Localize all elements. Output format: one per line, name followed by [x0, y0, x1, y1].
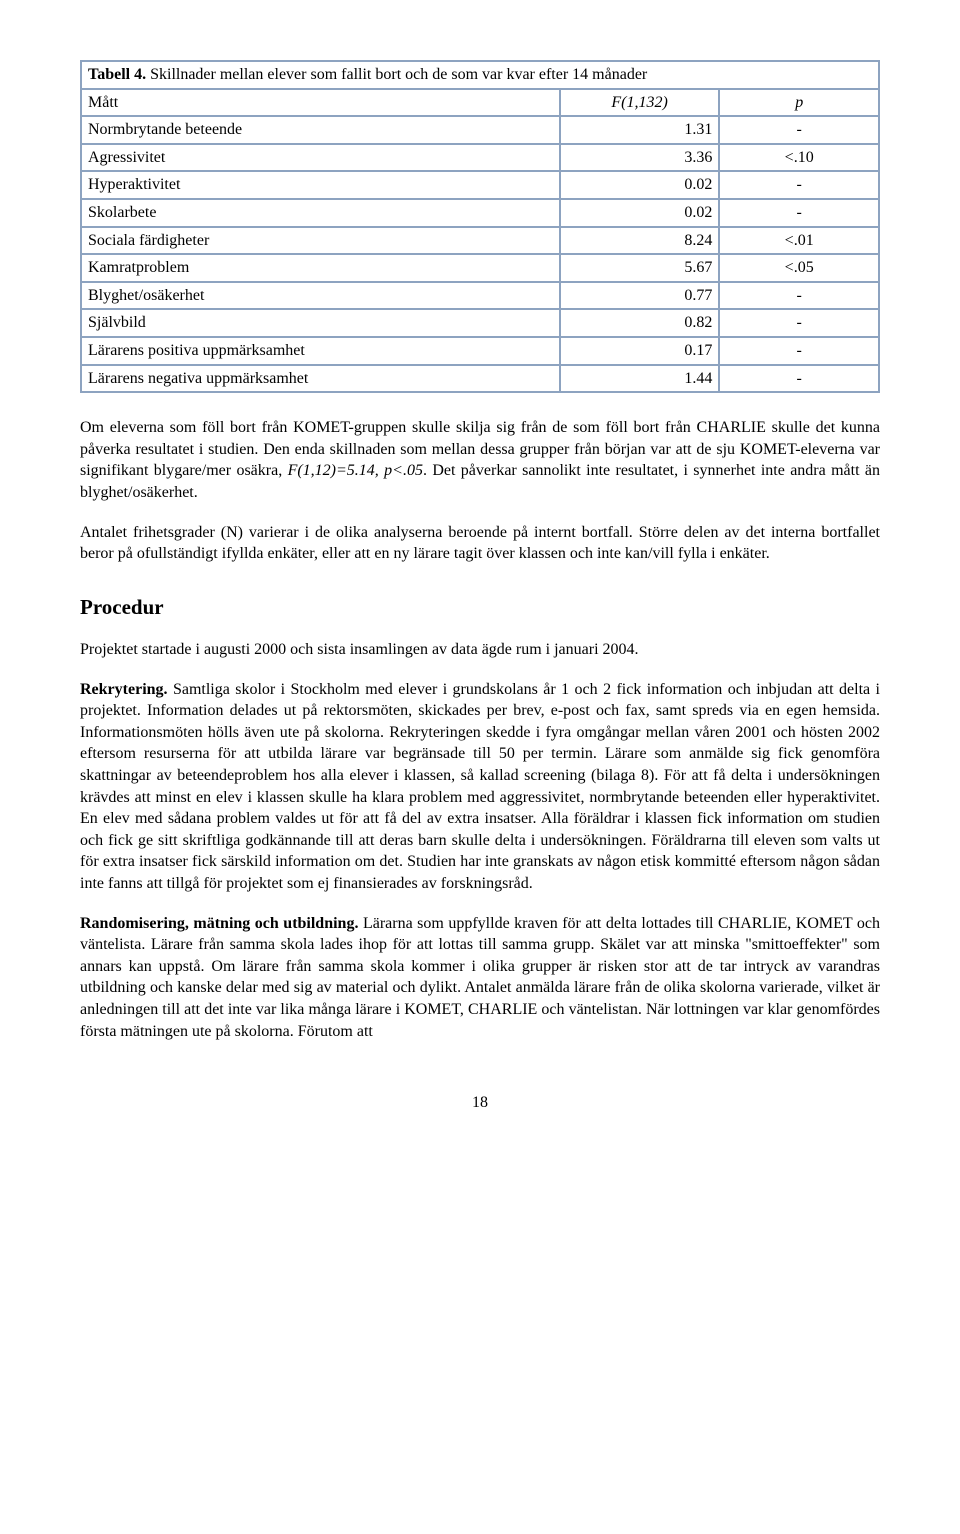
- cell-p: -: [719, 171, 879, 199]
- paragraph-recruitment: Rekrytering. Samtliga skolor i Stockholm…: [80, 679, 880, 895]
- para5-body: Lärarna som uppfyllde kraven för att del…: [80, 915, 880, 1040]
- heading-procedure: Procedur: [80, 593, 880, 621]
- table-caption: Tabell 4. Skillnader mellan elever som f…: [81, 61, 879, 89]
- table-caption-text: Skillnader mellan elever som fallit bort…: [146, 66, 647, 83]
- cell-f: 1.44: [560, 365, 720, 393]
- cell-f: 0.17: [560, 337, 720, 365]
- col-header-p: p: [719, 89, 879, 117]
- cell-p: -: [719, 337, 879, 365]
- cell-f: 1.31: [560, 116, 720, 144]
- cell-label: Blyghet/osäkerhet: [81, 282, 560, 310]
- para4-body: Samtliga skolor i Stockholm med elever i…: [80, 681, 880, 892]
- paragraph-project-dates: Projektet startade i augusti 2000 och si…: [80, 639, 880, 661]
- paragraph-degrees-of-freedom: Antalet frihetsgrader (N) varierar i de …: [80, 522, 880, 565]
- cell-p: -: [719, 199, 879, 227]
- cell-p: <.05: [719, 254, 879, 282]
- paragraph-randomization: Randomisering, mätning och utbildning. L…: [80, 913, 880, 1043]
- para1-statistic: F(1,12)=5.14, p<.05: [288, 462, 423, 479]
- col-header-measure: Mått: [81, 89, 560, 117]
- cell-label: Lärarens positiva uppmärksamhet: [81, 337, 560, 365]
- table-row: Kamratproblem5.67<.05: [81, 254, 879, 282]
- cell-p: -: [719, 116, 879, 144]
- table-row: Lärarens positiva uppmärksamhet0.17-: [81, 337, 879, 365]
- cell-label: Självbild: [81, 309, 560, 337]
- cell-f: 0.02: [560, 199, 720, 227]
- cell-p: -: [719, 282, 879, 310]
- cell-p: <.10: [719, 144, 879, 172]
- table-row: Skolarbete0.02-: [81, 199, 879, 227]
- cell-f: 8.24: [560, 227, 720, 255]
- table-row: Lärarens negativa uppmärksamhet1.44-: [81, 365, 879, 393]
- cell-label: Agressivitet: [81, 144, 560, 172]
- cell-label: Normbrytande beteende: [81, 116, 560, 144]
- table-row: Normbrytande beteende1.31-: [81, 116, 879, 144]
- cell-f: 5.67: [560, 254, 720, 282]
- dropout-comparison-table: Tabell 4. Skillnader mellan elever som f…: [80, 60, 880, 393]
- cell-label: Sociala färdigheter: [81, 227, 560, 255]
- table-row: Hyperaktivitet0.02-: [81, 171, 879, 199]
- cell-label: Lärarens negativa uppmärksamhet: [81, 365, 560, 393]
- table-header-row: Mått F(1,132) p: [81, 89, 879, 117]
- table-caption-label: Tabell 4.: [88, 66, 146, 83]
- cell-label: Hyperaktivitet: [81, 171, 560, 199]
- cell-label: Skolarbete: [81, 199, 560, 227]
- table-row: Sociala färdigheter8.24<.01: [81, 227, 879, 255]
- cell-p: -: [719, 365, 879, 393]
- cell-p: <.01: [719, 227, 879, 255]
- cell-p: -: [719, 309, 879, 337]
- table-row: Agressivitet3.36<.10: [81, 144, 879, 172]
- cell-label: Kamratproblem: [81, 254, 560, 282]
- run-in-recruitment: Rekrytering.: [80, 681, 168, 698]
- run-in-randomization: Randomisering, mätning och utbildning.: [80, 915, 358, 932]
- cell-f: 0.82: [560, 309, 720, 337]
- page-number: 18: [80, 1092, 880, 1114]
- paragraph-dropout-analysis: Om eleverna som föll bort från KOMET-gru…: [80, 417, 880, 503]
- col-header-f: F(1,132): [560, 89, 720, 117]
- cell-f: 0.02: [560, 171, 720, 199]
- cell-f: 3.36: [560, 144, 720, 172]
- cell-f: 0.77: [560, 282, 720, 310]
- table-row: Blyghet/osäkerhet0.77-: [81, 282, 879, 310]
- table-row: Självbild0.82-: [81, 309, 879, 337]
